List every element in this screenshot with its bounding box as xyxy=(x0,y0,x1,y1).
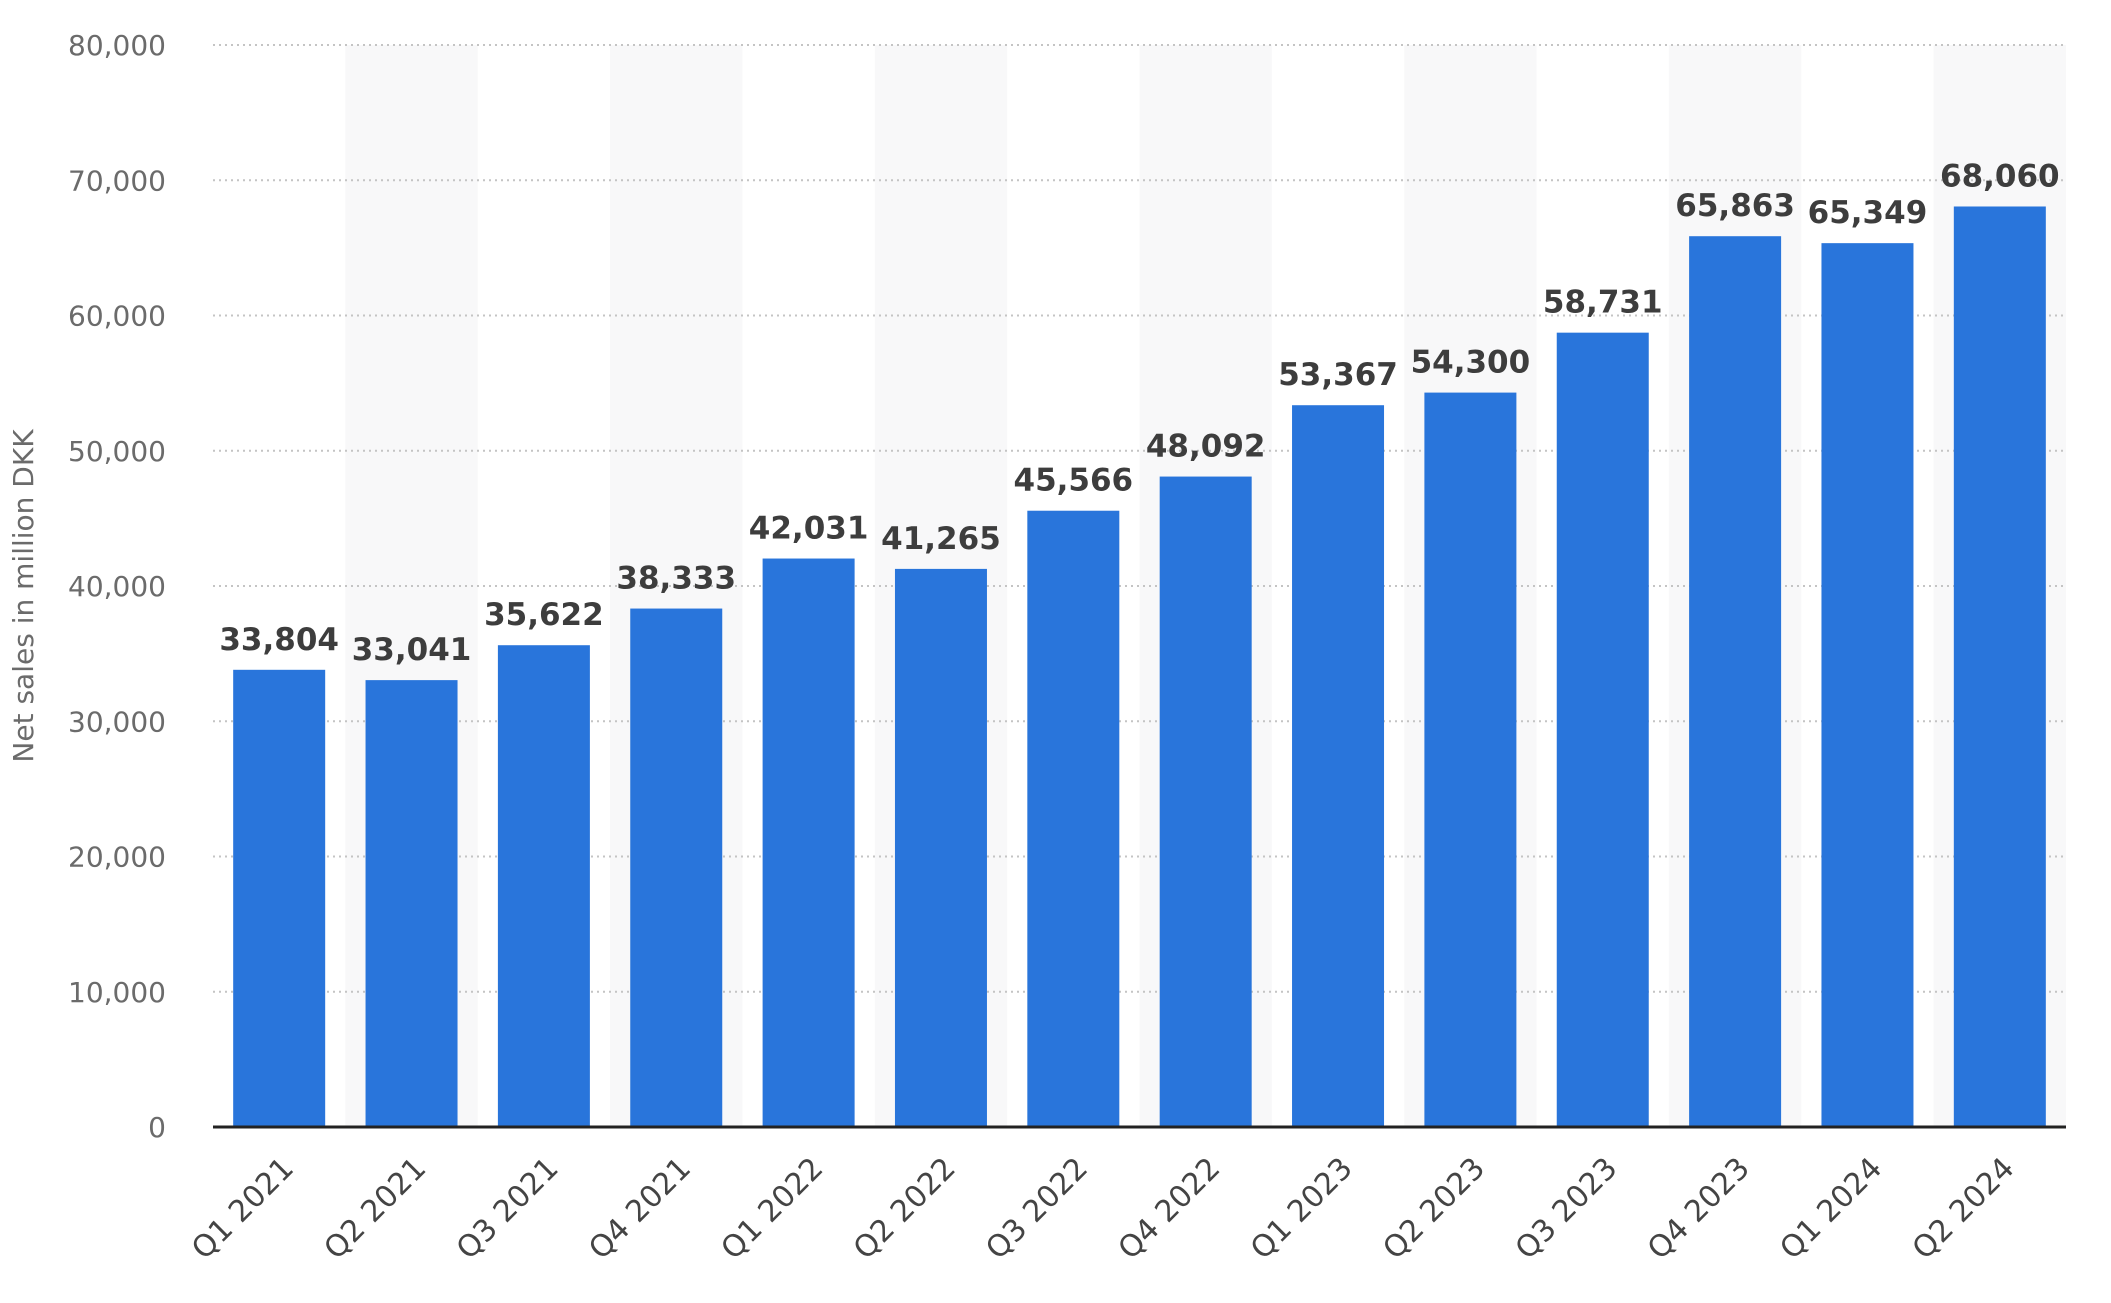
x-tick-label: Q1 2021 xyxy=(185,1151,301,1267)
value-label: 33,804 xyxy=(219,622,339,658)
x-tick-label: Q2 2021 xyxy=(318,1151,434,1267)
value-label: 41,265 xyxy=(881,521,1001,557)
y-tick-label: 30,000 xyxy=(68,705,166,738)
value-label: 53,367 xyxy=(1278,357,1398,393)
bar xyxy=(1689,236,1782,1127)
y-tick-label: 20,000 xyxy=(68,841,166,874)
bar xyxy=(1027,510,1120,1127)
value-label: 54,300 xyxy=(1411,345,1531,381)
bar xyxy=(233,669,326,1127)
x-tick-label: Q2 2022 xyxy=(847,1151,963,1267)
y-axis-ticks: 0 10,000 20,000 30,000 40,000 50,000 60,000 70,… xyxy=(68,29,166,1144)
bar xyxy=(1159,476,1252,1128)
x-tick-label: Q2 2023 xyxy=(1376,1151,1492,1267)
bar xyxy=(1821,243,1914,1127)
x-tick-label: Q3 2023 xyxy=(1509,1151,1625,1267)
x-tick-label: Q3 2021 xyxy=(450,1151,566,1267)
y-axis-title: Net sales in million DKK xyxy=(7,429,40,763)
x-tick-label: Q4 2022 xyxy=(1112,1151,1228,1267)
bars xyxy=(233,206,2046,1128)
value-label: 65,863 xyxy=(1675,188,1795,224)
value-label: 65,349 xyxy=(1808,195,1928,231)
bar xyxy=(762,558,855,1127)
y-tick-label: 80,000 xyxy=(68,29,166,62)
value-labels: 33,804 33,041 35,622 38,333 42,031 41,265 45,5… xyxy=(219,158,2059,668)
bar xyxy=(1424,392,1517,1127)
bar xyxy=(630,608,723,1127)
x-tick-label: Q4 2021 xyxy=(582,1151,698,1267)
x-tick-label: Q2 2024 xyxy=(1906,1151,2022,1267)
value-label: 45,566 xyxy=(1014,463,1134,499)
value-label: 38,333 xyxy=(616,561,736,597)
y-tick-label: 0 xyxy=(148,1111,166,1144)
value-label: 42,031 xyxy=(749,511,869,547)
bar xyxy=(1292,405,1385,1128)
value-label: 35,622 xyxy=(484,597,604,633)
y-tick-label: 70,000 xyxy=(68,164,166,197)
bar xyxy=(894,568,987,1127)
x-tick-label: Q4 2023 xyxy=(1641,1151,1757,1267)
value-label: 33,041 xyxy=(352,632,472,668)
value-label: 58,731 xyxy=(1543,285,1663,321)
y-tick-label: 60,000 xyxy=(68,300,166,333)
x-tick-label: Q1 2022 xyxy=(715,1151,831,1267)
bar xyxy=(365,680,458,1127)
bar xyxy=(497,645,590,1127)
bar xyxy=(1953,206,2046,1127)
bar xyxy=(1556,332,1649,1128)
value-label: 68,060 xyxy=(1940,158,2060,194)
x-tick-label: Q1 2023 xyxy=(1244,1151,1360,1267)
x-tick-label: Q3 2022 xyxy=(979,1151,1095,1267)
x-axis-ticks: Q1 2021 Q2 2021 Q3 2021 Q4 2021 Q1 2022 Q2 20… xyxy=(185,1151,2021,1267)
value-label: 48,092 xyxy=(1146,429,1266,465)
y-tick-label: 50,000 xyxy=(68,435,166,468)
y-tick-label: 40,000 xyxy=(68,570,166,603)
x-tick-label: Q1 2024 xyxy=(1773,1151,1889,1267)
y-tick-label: 10,000 xyxy=(68,976,166,1009)
